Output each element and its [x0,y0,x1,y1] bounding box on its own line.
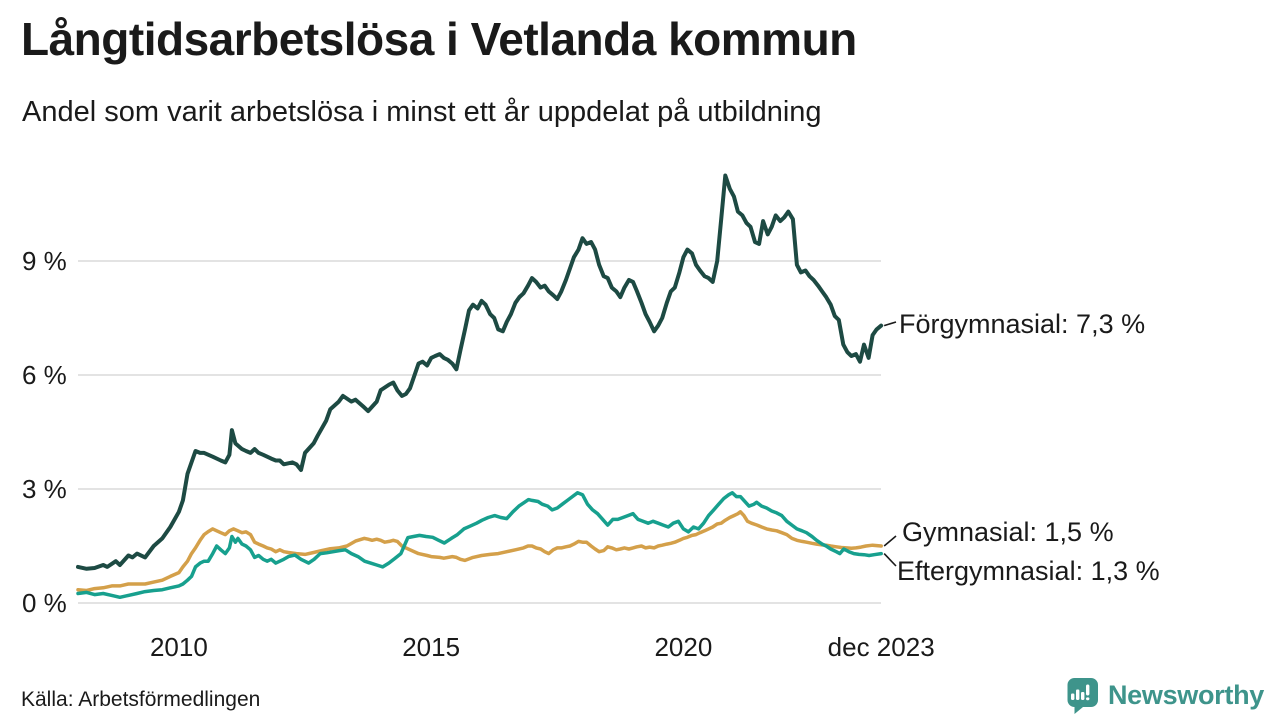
x-tick-label: dec 2023 [827,632,935,662]
series-end-label-eftergymnasial: Eftergymnasial: 1,3 % [897,556,1160,586]
series-line-gymnasial [76,510,883,593]
newsworthy-icon [1067,678,1098,714]
x-tick-label: 2020 [654,632,713,662]
label-leader-line [883,553,897,567]
label-leader-line [883,535,897,547]
x-tick-label: 2010 [149,632,208,662]
chart-subtitle: Andel som varit arbetslösa i minst ett å… [22,96,822,128]
x-tick-label: 2015 [402,632,461,662]
y-tick-label: 9 % [22,246,67,276]
y-tick-label: 0 % [22,588,67,618]
label-leader-line [883,321,897,327]
series-end-label-forgymnasial: Förgymnasial: 7,3 % [899,309,1146,339]
series-end-label-gymnasial: Gymnasial: 1,5 % [902,517,1114,547]
source-note: Källa: Arbetsförmedlingen [21,688,261,711]
y-tick-label: 3 % [22,474,67,504]
brand-name: Newsworthy [1107,680,1264,710]
series-line-förgymnasial [76,173,884,571]
y-tick-label: 6 % [22,360,67,390]
series-line-eftergymnasial [76,491,883,600]
brand-logo[interactable]: Newsworthy [1064,677,1264,714]
chart-title: Långtidsarbetslösa i Vetlanda kommun [21,13,857,65]
